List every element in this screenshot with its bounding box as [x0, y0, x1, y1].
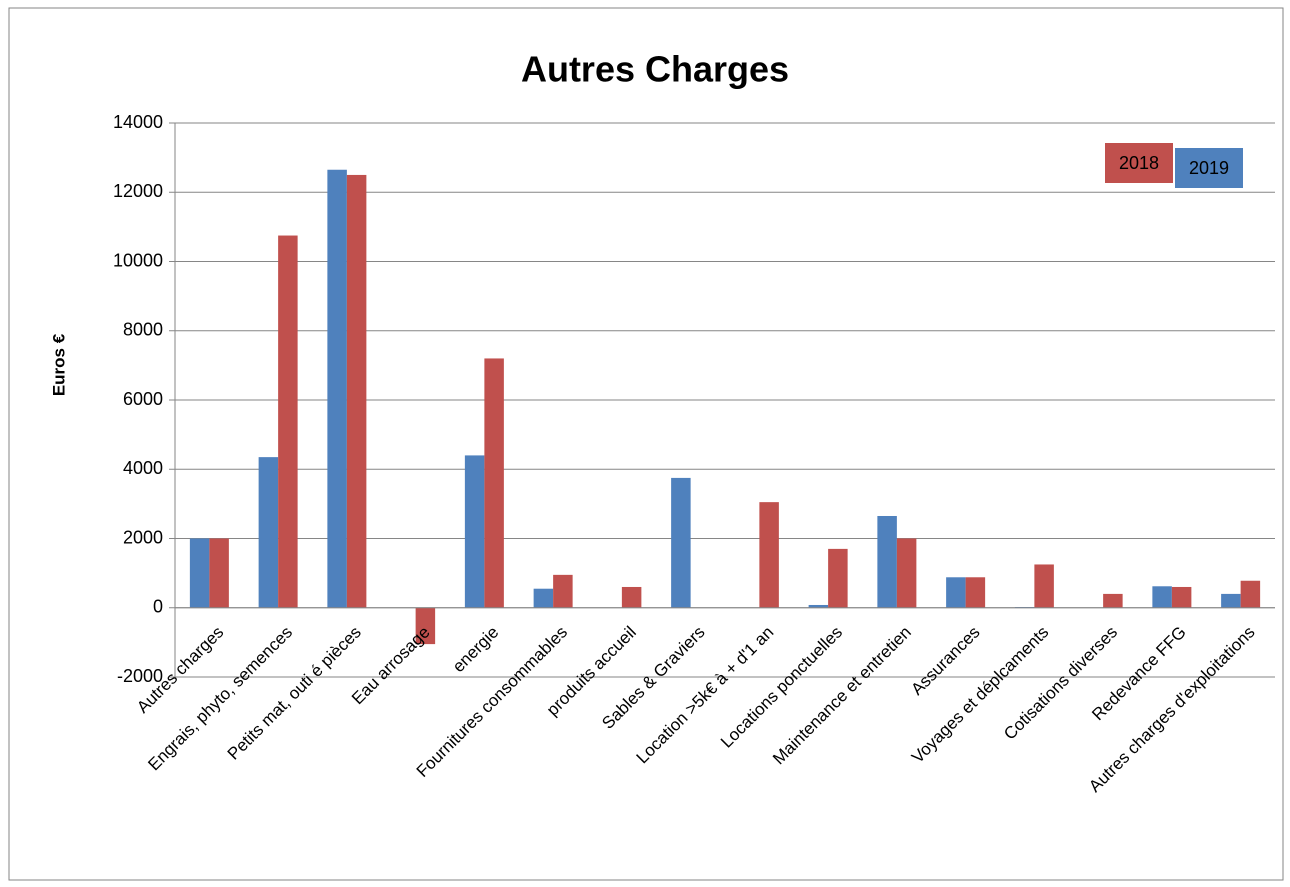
bar	[759, 502, 779, 608]
y-tick-label: 0	[153, 597, 163, 617]
bar	[808, 604, 829, 608]
chart-border	[8, 7, 1284, 881]
y-axis-label: Euros €	[49, 333, 68, 396]
bar	[1240, 580, 1261, 608]
legend-label: 2018	[1119, 153, 1159, 173]
y-tick-label: -2000	[117, 666, 163, 686]
chart-title: Autres Charges	[521, 49, 789, 90]
bar	[415, 607, 436, 645]
legend-swatch	[1105, 143, 1173, 183]
bar	[1171, 586, 1192, 608]
y-tick-label: 10000	[113, 250, 163, 270]
bar	[1152, 586, 1172, 608]
y-tick-label: 6000	[123, 389, 163, 409]
bar	[258, 457, 279, 608]
y-tick-label: 4000	[123, 458, 163, 478]
legend-swatch	[1175, 148, 1243, 188]
bar	[896, 538, 917, 608]
bar	[1103, 593, 1123, 608]
bar	[327, 169, 347, 608]
y-tick-label: 8000	[123, 320, 163, 340]
legend-label: 2019	[1189, 158, 1229, 178]
bar	[965, 577, 986, 608]
bar	[1221, 593, 1241, 608]
bar	[553, 574, 573, 608]
bar	[464, 455, 485, 608]
y-tick-label: 14000	[113, 112, 163, 132]
y-tick-label: 2000	[123, 527, 163, 547]
bar	[346, 174, 367, 608]
bar	[946, 577, 966, 608]
bar	[533, 588, 554, 608]
bar	[621, 586, 642, 608]
bar	[278, 235, 298, 608]
bar	[189, 538, 210, 608]
bar	[209, 538, 229, 608]
bar	[828, 548, 848, 608]
bar	[1034, 564, 1054, 608]
bar	[671, 477, 691, 608]
y-tick-label: 12000	[113, 181, 163, 201]
bar	[877, 515, 897, 608]
bar	[484, 358, 504, 608]
